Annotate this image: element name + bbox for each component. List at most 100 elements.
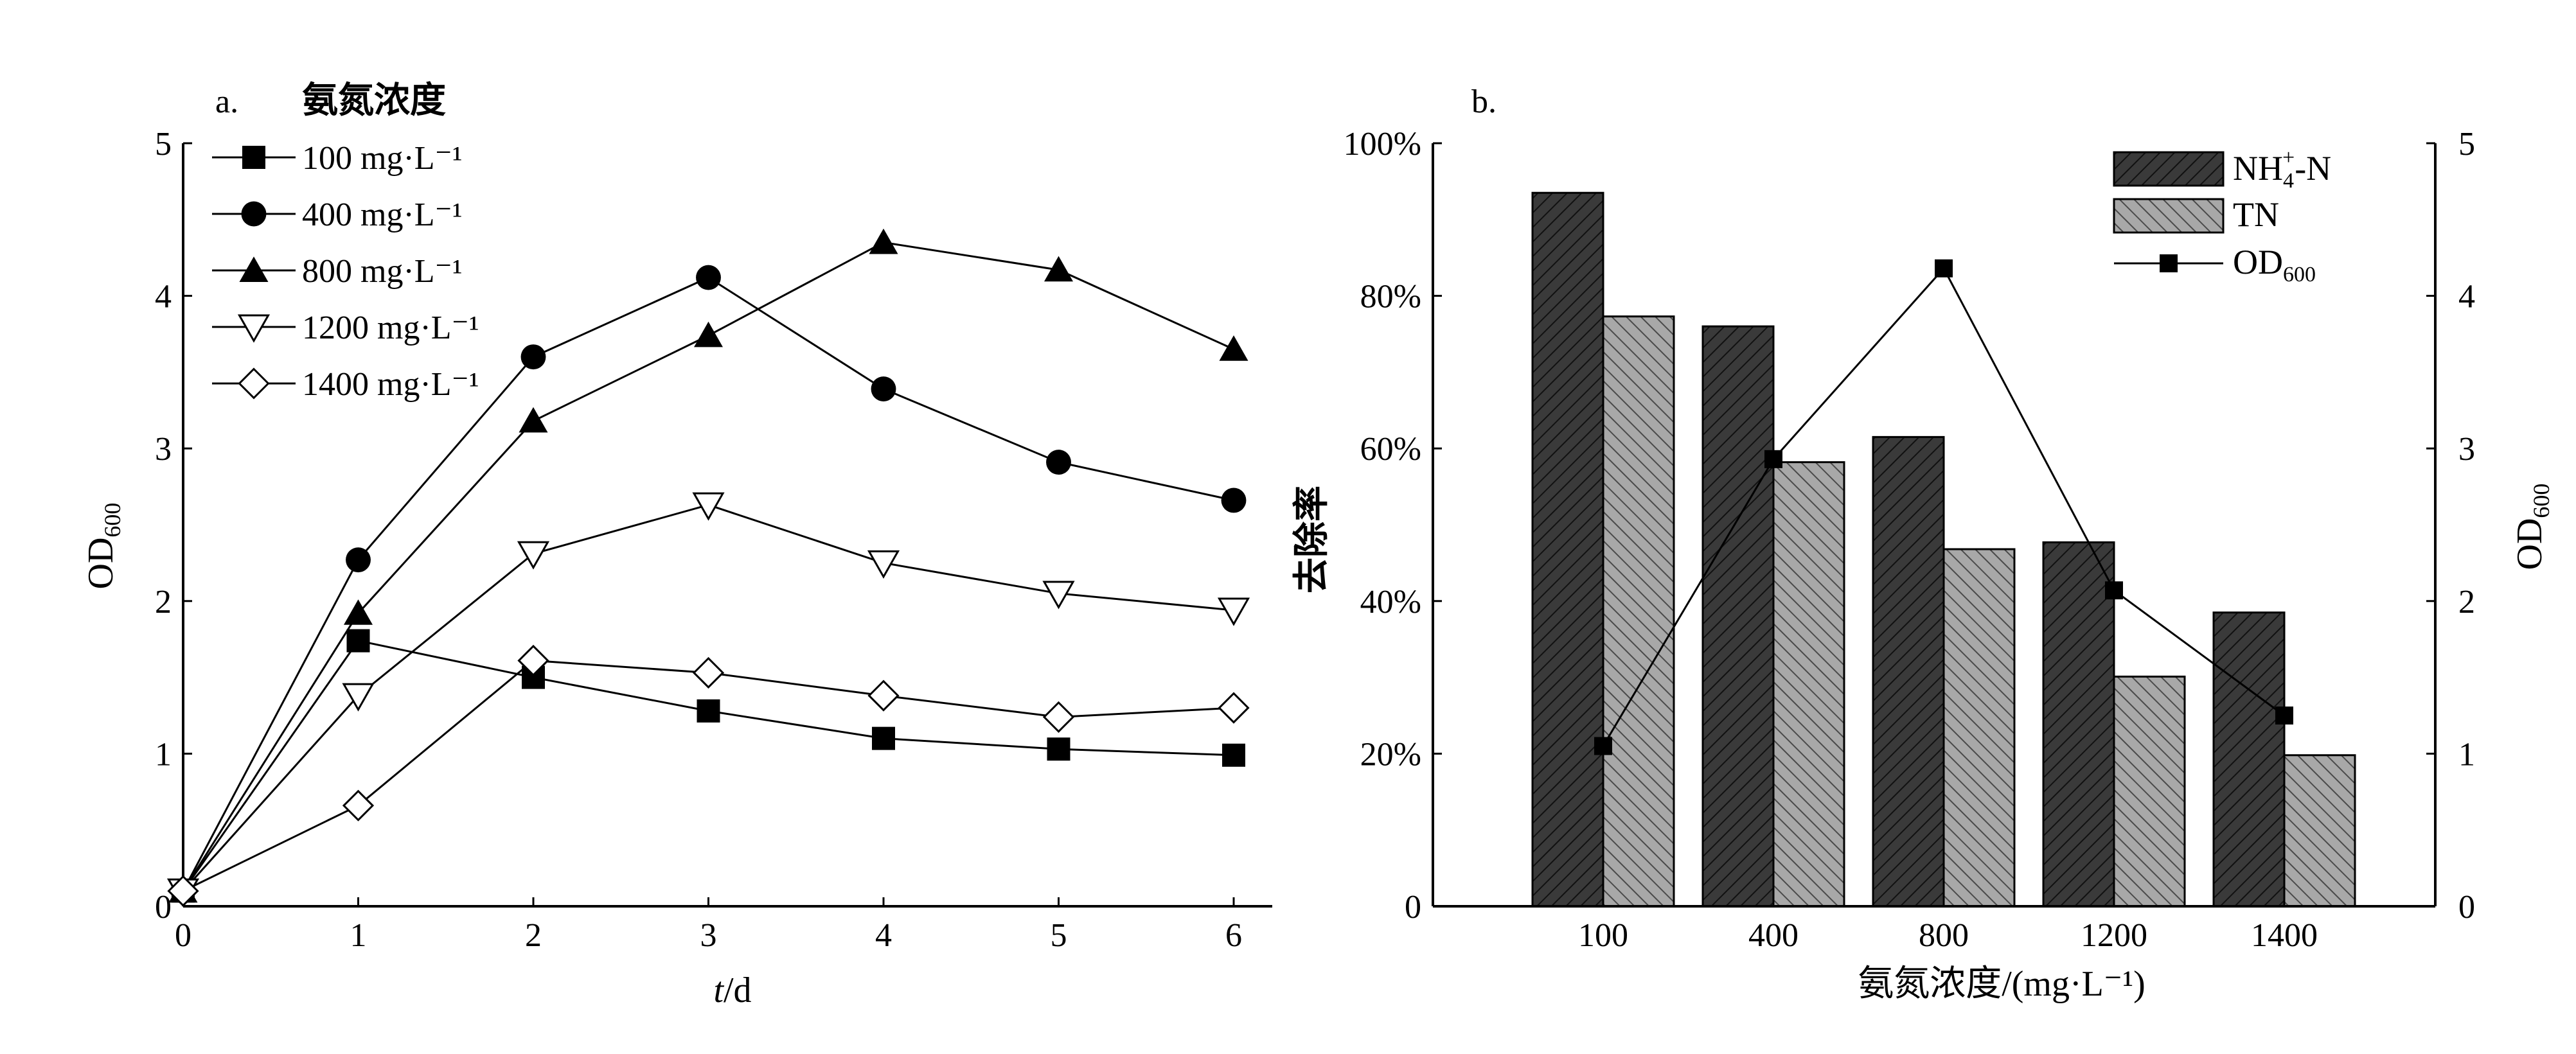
panel-b-od-series [1594,259,2293,755]
legend-label-od: OD600 [2233,243,2316,286]
panel-b-left-y-ticks: 0 20% 40% 60% 80% 100% [1344,126,1442,926]
panel-b-x-tick-label: 1200 [2081,917,2147,954]
panel-b-bar-tn [2113,675,2186,908]
panel-b-bar-tn [2283,754,2356,908]
panel-a-legend-label: 1200 mg·L⁻¹ [302,310,479,346]
panel-b-right-y-tick-label: 0 [2458,889,2475,926]
panel-a-legend-marker [241,201,267,227]
panel-a-series-1 [170,265,1247,904]
legend-nh4-main: NH [2233,149,2283,188]
panel-b-x-tick-label: 800 [1919,917,1969,954]
panel-a-y-label-main: OD [81,538,121,590]
panel-b-od-point [1935,259,1953,277]
panel-a-data-point [167,875,199,907]
panel-a-axes [182,143,1272,908]
panel-a-data-point [867,550,900,579]
panel-a-series-3 [166,492,1250,907]
panel-a-data-point [871,376,896,401]
panel-b-right-y-ticks: 0 1 2 3 4 5 [2426,126,2475,926]
panel-a-y-label: OD600 [81,503,125,590]
panel-a-data-point [1222,743,1245,767]
panel-a: a. 氨氮浓度 0 1 2 3 4 5 0 1 2 3 4 5 6 OD600 t/d 100 mg·… [81,81,1272,1010]
panel-b-bar-nh4 [2042,541,2115,908]
legend-nh4-sup: + [2282,146,2295,170]
panel-b-right-y-label-main: OD [2510,518,2550,570]
panel-a-data-point [872,726,895,750]
panel-a-legend-label: 100 mg·L⁻¹ [302,140,463,177]
panel-a-data-point [1046,450,1071,475]
panel-a-y-tick-label: 1 [155,736,172,773]
panel-b-od-point [1764,450,1782,468]
panel-b-left-y-tick-label: 80% [1360,279,1421,315]
panel-a-x-tick-label: 5 [1051,917,1067,954]
panel-b-right-y-tick-label: 1 [2458,736,2475,773]
panel-b-x-tick-label: 400 [1748,917,1799,954]
panel-a-y-tick-label: 3 [155,431,172,468]
panel-a-y-tick-label: 2 [155,584,172,620]
panel-a-data-point [869,228,898,254]
panel-b-right-y-label-sub: 600 [2528,484,2554,518]
panel-a-data-point [1221,487,1247,513]
panel-a-y-label-sub: 600 [100,503,125,538]
panel-b-x-ticks: 100 400 800 1200 1400 [1578,917,2318,954]
panel-b-bar-nh4 [1872,435,1945,908]
panel-a-data-point [520,344,546,370]
panel-b-bar-tn [1602,315,1675,908]
panel-b-bar-tn [1772,461,1845,908]
panel-b-right-y-tick-label: 5 [2458,126,2475,162]
legend-od-sub: 600 [2283,263,2316,286]
panel-b-left-y-tick-label: 100% [1344,126,1421,162]
panel-b-bars [1531,191,2356,908]
panel-a-x-tick-label: 1 [350,917,367,954]
panel-a-data-point [1219,335,1248,361]
panel-a-series-4 [167,644,1250,907]
panel-b-left-y-tick-label: 0 [1405,889,1421,926]
panel-a-data-point [346,547,371,573]
panel-a-series [166,228,1250,907]
panel-a-legend-marker [237,314,271,343]
panel-b-x-tick-label: 1400 [2251,917,2318,954]
legend-swatch-nh4 [2113,151,2225,187]
panel-b-right-y-label: OD600 [2510,484,2554,570]
panel-b-right-y-tick-label: 4 [2458,279,2475,315]
panel-a-y-tick-label: 0 [155,889,172,926]
panel-a-legend-label: 1400 mg·L⁻¹ [302,366,479,403]
panel-a-legend-title: 氨氮浓度 [302,81,446,121]
panel-a-data-point [1042,581,1075,610]
legend-label-nh4: NH4+-N [2233,146,2331,193]
panel-a-x-tick-label: 3 [700,917,717,954]
panel-b-bar-nh4 [2212,611,2286,908]
panel-a-legend-marker [238,367,270,400]
panel-a-x-ticks: 0 1 2 3 4 5 6 [175,897,1242,954]
panel-a-y-tick-label: 5 [155,126,172,162]
panel-a-y-tick-label: 4 [155,279,172,315]
panel-a-x-label-unit: /d [724,971,752,1010]
panel-a-x-label: t/d [713,971,751,1010]
panel-a-data-point [344,599,373,625]
panel-b-label: b. [1471,83,1497,120]
legend-label-tn: TN [2233,195,2279,234]
panel-b-left-y-label: 去除率 [1292,486,1332,593]
panel-b-od-point [1594,737,1612,755]
panel-a-data-point [517,644,549,677]
panel-b-x-tick-label: 100 [1578,917,1628,954]
panel-a-data-point [517,541,550,570]
panel-a-series-line [182,504,1234,892]
panel-a-legend-marker [239,256,269,282]
panel-a-data-point [1042,701,1075,733]
panel-a-data-point [867,680,900,712]
panel-a-data-point [696,265,721,290]
panel-a-series-line [182,659,1234,892]
panel-b-bar-tn [1942,548,2016,908]
panel-a-data-point [692,492,725,521]
panel-b-right-y-tick-label: 2 [2458,584,2475,620]
panel-a-x-tick-label: 4 [875,917,892,954]
panel-b-x-label: 氨氮浓度/(mg·L⁻¹) [1858,964,2145,1004]
legend-marker-od [2160,254,2178,272]
panel-b-left-y-tick-label: 20% [1360,736,1421,773]
panel-b-axes [1432,143,2437,908]
panel-a-legend-marker [242,146,265,169]
panel-a-legend-label: 400 mg·L⁻¹ [302,197,463,233]
panel-a-x-tick-label: 2 [525,917,542,954]
legend-nh4-sub: 4 [2283,169,2294,193]
